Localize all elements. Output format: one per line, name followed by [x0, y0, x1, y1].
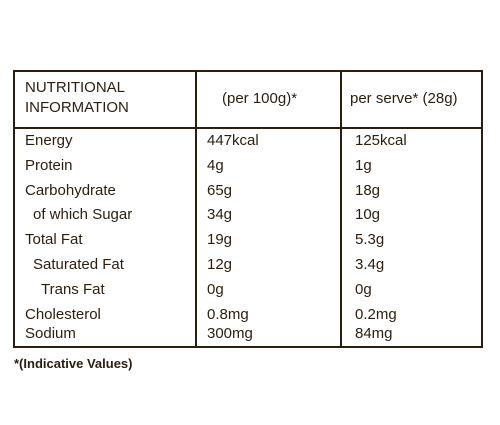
- row-label: Total Fat: [25, 231, 83, 249]
- row-per100: 34g: [207, 206, 233, 224]
- row-per100: 65g: [207, 181, 233, 199]
- header-information: INFORMATION: [25, 99, 129, 116]
- column-divider-2: [340, 72, 342, 346]
- row-per100: 300mg: [207, 325, 253, 342]
- row-label: Carbohydrate: [25, 181, 116, 199]
- footnote-indicative-values: *(Indicative Values): [14, 356, 133, 371]
- row-label: Saturated Fat: [33, 256, 124, 273]
- row-label: of which Sugar: [33, 206, 133, 224]
- row-label: Trans Fat: [41, 280, 105, 298]
- row-perserve: 1g: [355, 156, 372, 174]
- row-perserve: 3.4g: [355, 256, 385, 273]
- row-perserve: 5.3g: [355, 231, 385, 249]
- row-per100: 447kcal: [207, 132, 259, 149]
- header-per-serve: per serve* (28g): [350, 90, 458, 107]
- row-per100: 19g: [207, 231, 233, 249]
- row-perserve: 84mg: [355, 325, 393, 342]
- row-per100: 4g: [207, 156, 224, 174]
- row-perserve: 0.2mg: [355, 305, 397, 323]
- row-per100: 12g: [207, 256, 233, 273]
- row-perserve: 0g: [355, 280, 372, 298]
- row-perserve: 10g: [355, 206, 381, 224]
- row-perserve: 18g: [355, 181, 381, 199]
- row-label: Protein: [25, 156, 73, 174]
- row-label: Cholesterol: [25, 305, 101, 323]
- header-nutritional: NUTRITIONAL: [25, 79, 126, 96]
- header-per-100g: (per 100g)*: [222, 90, 298, 107]
- row-per100: 0.8mg: [207, 305, 249, 323]
- header-divider: [15, 127, 481, 129]
- column-divider-1: [195, 72, 197, 346]
- row-per100: 0g: [207, 280, 224, 298]
- row-perserve: 125kcal: [355, 132, 407, 149]
- nutrition-table: NUTRITIONAL INFORMATION (per 100g)* per …: [13, 70, 483, 348]
- row-label: Energy: [25, 132, 73, 149]
- row-label: Sodium: [25, 325, 76, 342]
